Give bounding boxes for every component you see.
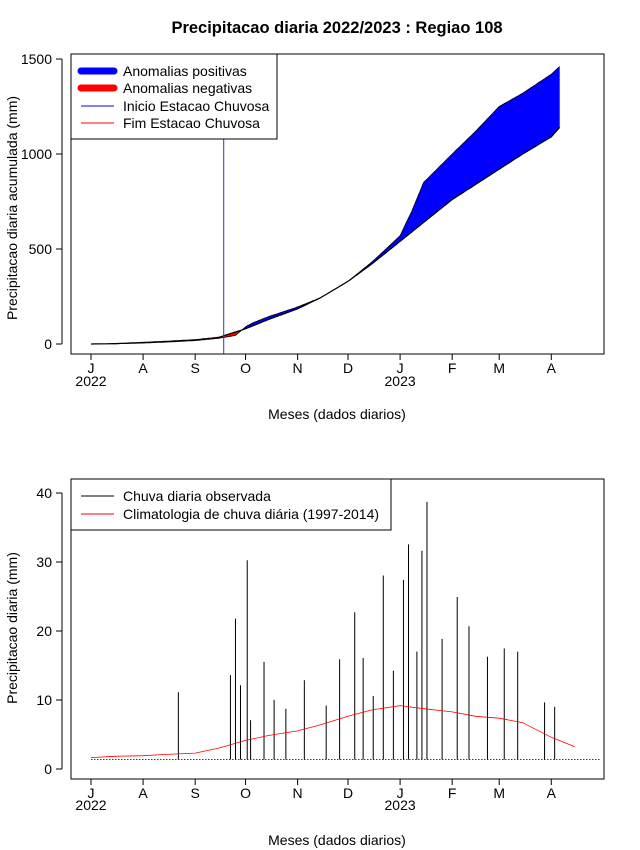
daily-chart: 0 10 20 30 40 Precipitacao diaria (mm) J… [4, 478, 605, 848]
y-tick-label: 20 [36, 623, 52, 639]
climatology-daily-line [90, 705, 575, 758]
legend-label: Climatologia de chuva diária (1997-2014) [123, 506, 379, 522]
x-tick-label: M [493, 785, 505, 801]
x-tick-label: M [493, 360, 505, 376]
cumulative-chart: Precipitacao diaria 2022/2023 : Regiao 1… [4, 19, 605, 422]
year-label: 2023 [385, 797, 416, 813]
legend-label: Inicio Estacao Chuvosa [123, 98, 270, 114]
x-axis: J A S O N D J F M A 2022 2023 [75, 778, 580, 813]
y-tick-label: 0 [44, 761, 52, 777]
y-tick-label: 500 [29, 241, 53, 257]
x-tick-label: O [240, 360, 251, 376]
x-axis-label: Meses (dados diarios) [268, 406, 406, 422]
legend: Anomalias positivas Anomalias negativas … [70, 53, 278, 140]
year-label: 2022 [75, 797, 106, 813]
x-axis-label: Meses (dados diarios) [268, 832, 406, 848]
y-tick-label: 10 [36, 692, 52, 708]
y-axis-label: Precipitacao diaria acumulada (mm) [4, 96, 20, 320]
positive-anomaly-area [242, 66, 560, 330]
x-tick-label: S [190, 785, 199, 801]
y-axis-label: Precipitacao diaria (mm) [4, 552, 20, 704]
chart-title: Precipitacao diaria 2022/2023 : Regiao 1… [171, 19, 502, 37]
x-tick-label: A [138, 360, 148, 376]
y-axis: 0 500 1000 1500 [21, 51, 63, 352]
year-label: 2023 [385, 373, 416, 389]
year-label: 2022 [75, 373, 106, 389]
y-axis: 0 10 20 30 40 [36, 485, 63, 777]
observed-daily-spikes [177, 501, 556, 760]
y-tick-label: 0 [44, 336, 52, 352]
x-tick-label: A [547, 785, 557, 801]
x-tick-label: A [547, 360, 557, 376]
x-tick-label: J [88, 785, 95, 801]
x-tick-label: J [397, 785, 404, 801]
x-tick-label: F [448, 785, 457, 801]
legend-label: Chuva diaria observada [123, 488, 271, 504]
y-tick-label: 30 [36, 554, 52, 570]
x-tick-label: N [293, 785, 303, 801]
x-tick-label: A [138, 785, 148, 801]
legend-label: Anomalias positivas [123, 63, 247, 79]
x-tick-label: J [88, 360, 95, 376]
observed-cumulative-line [91, 66, 560, 345]
x-tick-label: O [240, 785, 251, 801]
legend-label: Anomalias negativas [123, 80, 252, 96]
x-tick-label: J [397, 360, 404, 376]
x-tick-label: F [448, 360, 457, 376]
x-tick-label: D [343, 360, 353, 376]
legend-box [70, 478, 392, 531]
plot-data [90, 501, 600, 760]
legend-label: Fim Estacao Chuvosa [123, 115, 260, 131]
y-tick-label: 1500 [21, 51, 52, 67]
x-tick-label: N [293, 360, 303, 376]
x-tick-label: S [190, 360, 199, 376]
legend: Chuva diaria observada Climatologia de c… [70, 478, 392, 531]
x-axis: J A S O N D J F M A 2022 2023 [75, 353, 580, 389]
y-tick-label: 1000 [21, 146, 52, 162]
x-tick-label: D [343, 785, 353, 801]
y-tick-label: 40 [36, 485, 52, 501]
